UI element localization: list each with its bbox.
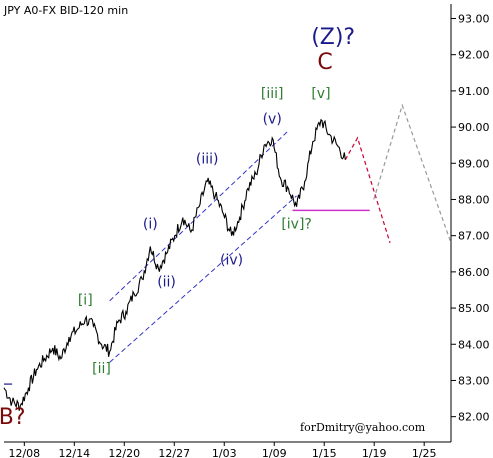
price-series-line: [3, 118, 346, 411]
y-tick-label: 93.00: [458, 12, 490, 25]
x-tick-label: 1/19: [362, 447, 387, 458]
y-tick-label: 84.00: [458, 338, 490, 351]
chart-title: JPY A0-FX BID-120 min: [3, 4, 128, 17]
y-tick-label: 92.00: [458, 49, 490, 62]
wave-label: [i]: [78, 292, 93, 308]
wave-label: [v]: [311, 86, 330, 102]
y-tick-label: 87.00: [458, 230, 490, 243]
wave-label: (Z)?: [311, 25, 355, 50]
wave-label: (ii): [157, 274, 176, 290]
x-tick-label: 1/15: [312, 447, 337, 458]
projection-alternative-path: [373, 103, 452, 244]
y-tick-label: 83.00: [458, 374, 490, 387]
axes-layer: 82.00 83.00 84.00 85.00 86.00 87.00 88.00 89.00…: [4, 4, 490, 458]
wave-label: [iii]: [261, 86, 284, 102]
y-tick-label: 91.00: [458, 85, 490, 98]
wave-label: C: [317, 50, 332, 75]
projection-main-path: [344, 136, 391, 244]
wave-label: (iv): [220, 253, 243, 269]
wave-label: (v): [263, 111, 282, 127]
y-tick-label: 88.00: [458, 193, 490, 206]
y-tick-label: 82.00: [458, 411, 490, 424]
wave-label: [ii]: [92, 361, 111, 377]
y-tick-label: 86.00: [458, 266, 490, 279]
price-layer: [3, 118, 346, 411]
x-tick-label: 1/09: [262, 447, 287, 458]
wave-label: B?: [0, 405, 26, 430]
x-tick-label: 12/27: [158, 447, 190, 458]
wave-label: (i): [143, 216, 158, 232]
y-tick-label: 85.00: [458, 302, 490, 315]
x-tick-label: 12/20: [108, 447, 140, 458]
credit-text: forDmitry@yahoo.com: [300, 421, 426, 434]
x-tick-label: 1/25: [412, 447, 437, 458]
x-tick-label: 12/14: [58, 447, 90, 458]
x-tick-label: 1/03: [212, 447, 237, 458]
x-tick-label: 12/08: [8, 447, 40, 458]
wave-labels-layer: B? [i] [ii] (i) (ii) (iii) (iv) (v) [iii] [iv]? [v…: [0, 25, 355, 430]
y-tick-label: 90.00: [458, 121, 490, 134]
guides-layer: [4, 103, 452, 385]
y-tick-label: 89.00: [458, 157, 490, 170]
wave-label: (iii): [196, 151, 219, 167]
channel-lower-line: [109, 195, 297, 363]
wave-label: [iv]?: [281, 216, 312, 232]
channel-upper-line: [109, 130, 289, 302]
